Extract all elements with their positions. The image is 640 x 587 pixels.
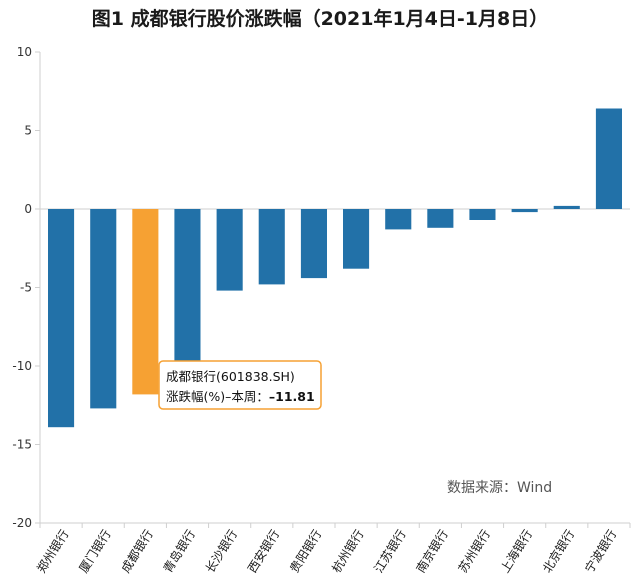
y-tick-label: -20 <box>12 516 32 530</box>
bar[interactable] <box>343 209 370 269</box>
bar[interactable] <box>553 205 580 209</box>
bar[interactable] <box>469 209 496 220</box>
x-tick-label: 南京银行 <box>413 527 451 576</box>
x-tick-label: 长沙银行 <box>203 527 240 575</box>
tooltip-value-line: 涨跌幅(%)–本周：–11.81 <box>166 389 315 404</box>
tooltip-title: 成都银行(601838.SH) <box>166 369 295 384</box>
x-tick-label: 上海银行 <box>497 527 535 576</box>
x-tick-label: 西安银行 <box>244 527 282 576</box>
bar[interactable] <box>385 209 412 230</box>
x-tick-label: 成都银行 <box>119 527 156 575</box>
bar-highlighted[interactable] <box>132 209 159 395</box>
bars-layer <box>48 108 622 428</box>
tooltip-value-label: 涨跌幅(%)–本周： <box>166 389 269 404</box>
bar[interactable] <box>174 209 201 371</box>
y-tick-label: 5 <box>24 124 32 138</box>
x-tick-label: 宁波银行 <box>581 527 619 576</box>
bar[interactable] <box>300 209 327 279</box>
source-label: 数据来源：Wind <box>447 480 552 496</box>
x-tick-label: 苏州银行 <box>456 527 493 575</box>
bar[interactable] <box>90 209 117 409</box>
tooltip-box <box>158 360 322 410</box>
x-tick-label: 贵阳银行 <box>287 527 324 575</box>
y-tick-label: 10 <box>17 45 32 59</box>
tooltip-value: –11.81 <box>269 389 315 404</box>
bar[interactable] <box>216 209 243 291</box>
x-tick-label: 厦门银行 <box>76 527 114 576</box>
bar[interactable] <box>511 209 538 213</box>
x-tick-label: 郑州银行 <box>33 527 71 576</box>
bar[interactable] <box>427 209 454 228</box>
x-tick-label: 江苏银行 <box>371 527 408 575</box>
y-tick-label: -10 <box>12 359 32 373</box>
axis-layer <box>35 51 631 528</box>
x-tick-label: 青岛银行 <box>160 527 198 576</box>
x-tick-label: 北京银行 <box>540 527 577 575</box>
y-tick-label: 0 <box>24 202 32 216</box>
y-tick-label: -15 <box>12 438 32 452</box>
y-tick-label: -5 <box>20 281 32 295</box>
bar[interactable] <box>258 209 285 285</box>
data-tooltip: 成都银行(601838.SH) 涨跌幅(%)–本周：–11.81 <box>158 360 322 410</box>
bar[interactable] <box>595 108 622 210</box>
x-tick-label: 杭州银行 <box>328 527 366 576</box>
chart-title: 图1 成都银行股价涨跌幅（2021年1月4日-1月8日） <box>91 8 549 30</box>
bar[interactable] <box>48 209 75 428</box>
